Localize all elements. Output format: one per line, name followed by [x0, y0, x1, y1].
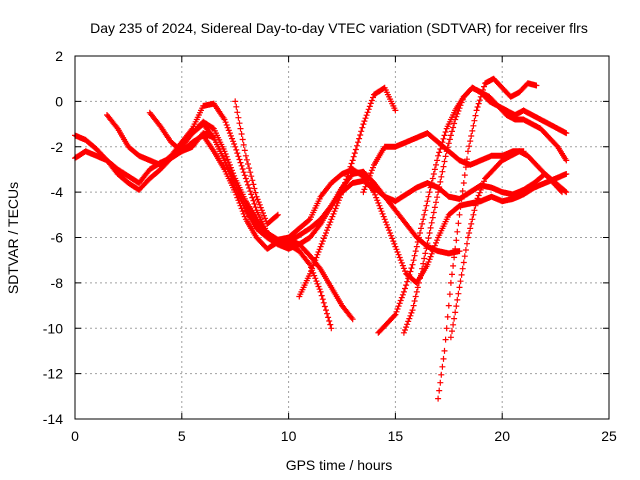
series-11	[447, 148, 565, 341]
series-6-markers	[296, 84, 399, 300]
series-7-markers	[360, 130, 527, 196]
chart-title: Day 235 of 2024, Sidereal Day-to-day VTE…	[90, 20, 588, 36]
series-4	[178, 100, 570, 286]
y-tick-label: 0	[55, 93, 63, 109]
series-9	[400, 84, 570, 336]
series-6	[296, 84, 399, 300]
x-tick-label: 20	[494, 428, 510, 444]
series-10	[435, 75, 540, 402]
series-5	[232, 98, 281, 227]
x-tick-label: 10	[281, 428, 297, 444]
series-7	[360, 130, 527, 196]
x-tick-label: 0	[71, 428, 79, 444]
y-tick-label: -2	[51, 139, 64, 155]
y-tick-label: -8	[51, 275, 64, 291]
series-9-markers	[400, 84, 570, 336]
axis-ticks: 0 5 10 15 20 25 -14 -12 -10 -8 -6 -4 -2 0 2	[43, 48, 617, 444]
x-tick-label: 5	[178, 428, 186, 444]
series-3	[146, 109, 570, 248]
series-10-markers	[435, 75, 540, 402]
series-2-markers	[104, 112, 463, 257]
x-tick-label: 25	[601, 428, 617, 444]
x-axis-label: GPS time / hours	[286, 457, 393, 473]
series-11-markers	[447, 148, 565, 341]
y-tick-label: -4	[51, 184, 64, 200]
y-axis-label: SDTVAR / TECUs	[5, 182, 21, 294]
series-3-markers	[146, 109, 570, 248]
y-tick-label: -6	[51, 230, 64, 246]
y-tick-label: -12	[43, 366, 63, 382]
x-tick-label: 15	[388, 428, 404, 444]
series-4-markers	[178, 100, 570, 286]
y-tick-label: 2	[55, 48, 63, 64]
y-tick-label: -14	[43, 411, 63, 427]
data-series	[72, 75, 570, 402]
y-tick-label: -10	[43, 320, 63, 336]
series-5-markers	[232, 98, 281, 227]
series-2	[104, 112, 463, 257]
